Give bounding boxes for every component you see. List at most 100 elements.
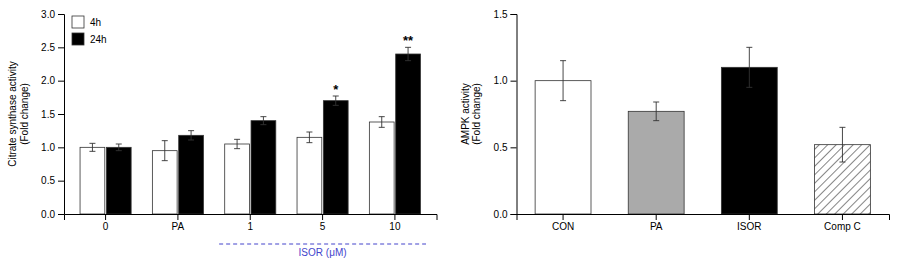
legend-swatch	[72, 33, 84, 45]
plot-area	[535, 47, 870, 214]
tick-mark	[177, 214, 178, 220]
tick-label: 1.5	[41, 109, 55, 120]
axis-line	[58, 15, 65, 215]
bar	[721, 67, 777, 214]
error-bar	[560, 61, 566, 101]
x-tick: 10	[389, 214, 401, 232]
x-axis: 0 PA 1 5 10	[65, 214, 438, 232]
error-bar	[333, 96, 339, 105]
tick-mark	[105, 214, 106, 220]
tick-mark	[58, 114, 64, 115]
bar	[323, 101, 348, 214]
bar	[80, 147, 105, 214]
tick-label: 0	[103, 221, 109, 232]
tick-label: ISOR	[737, 221, 761, 232]
tick-mark	[58, 14, 64, 15]
tick-label: PA	[172, 221, 185, 232]
axis-line	[65, 215, 438, 221]
tick-mark	[250, 214, 251, 220]
group-label: ISOR (μM)	[299, 247, 347, 258]
y-tick: 2.0	[41, 75, 64, 86]
error-bar	[839, 127, 845, 162]
tick-label: 2.5	[41, 42, 55, 53]
tick-label: 0.5	[494, 142, 508, 153]
y-axis-title: Citrate synthase activity(Fold change)	[7, 61, 30, 167]
tick-label: 0.0	[41, 209, 55, 220]
error-bar	[162, 141, 168, 161]
significance-label: **	[403, 33, 414, 48]
tick-mark	[58, 81, 64, 82]
bar	[369, 122, 394, 214]
legend-swatch	[72, 16, 84, 28]
tick-mark	[511, 14, 517, 15]
tick-mark	[563, 214, 564, 220]
x-tick: 0	[103, 214, 109, 232]
x-axis: CON PA ISOR Comp C	[517, 214, 890, 232]
bar	[225, 144, 250, 214]
tick-label: Comp C	[824, 221, 861, 232]
y-tick: 0.0	[494, 209, 517, 220]
x-tick: PA	[172, 214, 185, 232]
y-tick: 1.5	[494, 9, 517, 20]
tick-label: 1	[247, 221, 253, 232]
x-tick: CON	[552, 214, 574, 232]
y-axis-title: AMPK activity(Fold change)	[460, 83, 483, 145]
tick-label: 0.0	[494, 209, 508, 220]
axis-line	[517, 215, 890, 221]
panel: 0.0 0.5 1.0 1.5 2.0 2.5 3.0 0 PA 1 5 10 Citrate synt…	[7, 9, 437, 259]
tick-mark	[749, 214, 750, 220]
y-tick: 1.0	[494, 75, 517, 86]
y-tick: 2.5	[41, 42, 64, 53]
significance-label: *	[333, 82, 339, 97]
x-tick: Comp C	[824, 214, 861, 232]
figure: 0.0 0.5 1.0 1.5 2.0 2.5 3.0 0 PA 1 5 10 Citrate synt…	[0, 0, 905, 272]
error-bar	[653, 102, 659, 121]
bar	[628, 111, 684, 214]
legend: 4h 24h	[72, 16, 107, 45]
tick-mark	[656, 214, 657, 220]
error-bar	[405, 47, 411, 60]
legend-label: 24h	[90, 34, 107, 45]
y-tick: 1.0	[41, 142, 64, 153]
tick-label: 2.0	[41, 75, 55, 86]
tick-label: 3.0	[41, 9, 55, 20]
tick-mark	[58, 147, 64, 148]
tick-label: 5	[320, 221, 326, 232]
tick-mark	[511, 214, 517, 215]
y-tick: 1.5	[41, 109, 64, 120]
tick-label: CON	[552, 221, 574, 232]
bar	[179, 135, 204, 214]
y-tick: 0.5	[41, 175, 64, 186]
legend-item: 24h	[72, 33, 107, 45]
tick-mark	[322, 214, 323, 220]
error-bar	[260, 117, 266, 125]
bar	[251, 121, 276, 214]
tick-mark	[58, 214, 64, 215]
error-bar	[306, 132, 312, 143]
y-tick: 3.0	[41, 9, 64, 20]
tick-label: PA	[650, 221, 663, 232]
tick-mark	[511, 147, 517, 148]
tick-label: 0.5	[41, 175, 55, 186]
y-axis: 0.0 0.5 1.0 1.5 2.0 2.5 3.0	[41, 9, 64, 220]
panel: 0.0 0.5 1.0 1.5 CON PA ISOR Comp C AMPK activity…	[460, 9, 890, 232]
error-bar	[188, 131, 194, 140]
bracket-line	[219, 243, 426, 244]
tick-mark	[511, 81, 517, 82]
axis-line	[511, 15, 518, 215]
bar	[297, 137, 322, 214]
x-tick: PA	[650, 214, 663, 232]
bar	[396, 54, 421, 214]
tick-mark	[842, 214, 843, 220]
error-bar	[746, 47, 752, 87]
tick-label: 1.5	[494, 9, 508, 20]
legend-label: 4h	[90, 17, 101, 28]
error-bar	[379, 117, 385, 128]
error-bar	[234, 139, 240, 148]
error-bar	[116, 144, 122, 151]
plot-area	[80, 47, 420, 214]
bar	[106, 147, 131, 214]
tick-label: 1.0	[494, 75, 508, 86]
tick-label: 10	[389, 221, 401, 232]
y-tick: 0.5	[494, 142, 517, 153]
